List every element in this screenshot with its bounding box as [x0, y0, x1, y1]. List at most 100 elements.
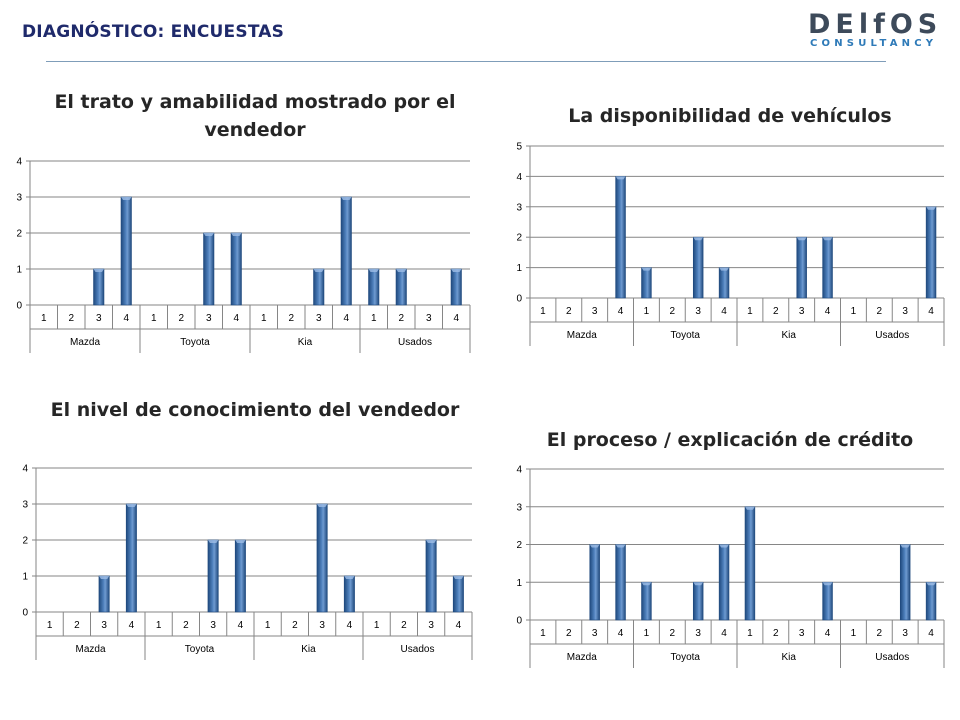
x-tick-label: 4 — [453, 313, 459, 324]
title-divider — [46, 61, 886, 62]
x-tick-label: 4 — [721, 628, 727, 639]
y-tick-label: 0 — [22, 608, 28, 619]
x-tick-label: 3 — [592, 306, 598, 317]
x-tick-label: 3 — [206, 313, 212, 324]
group-label: Toyota — [671, 652, 701, 663]
x-tick-label: 4 — [238, 620, 244, 631]
group-label: Toyota — [180, 337, 210, 348]
y-tick-label: 2 — [16, 229, 22, 240]
bar-highlight — [641, 582, 652, 586]
group-label: Usados — [875, 652, 909, 663]
bar-highlight — [693, 237, 704, 241]
y-tick-label: 2 — [516, 233, 522, 244]
bar-highlight — [719, 267, 729, 271]
x-tick-label: 2 — [74, 620, 80, 631]
x-tick-label: 4 — [343, 313, 349, 324]
bar-highlight — [900, 544, 911, 548]
bar-highlight — [231, 233, 242, 236]
logo-tagline: CONSULTANCY — [810, 38, 938, 49]
x-tick-label: 3 — [695, 306, 701, 317]
bar — [822, 581, 833, 621]
x-tick-label: 3 — [799, 306, 805, 317]
group-label: Mazda — [567, 652, 597, 663]
x-tick-label: 3 — [319, 620, 325, 631]
bar-highlight — [926, 582, 936, 586]
x-tick-label: 1 — [156, 620, 162, 631]
bar-highlight — [926, 206, 936, 210]
bar-highlight — [121, 197, 132, 200]
x-tick-label: 1 — [644, 306, 650, 317]
y-tick-label: 1 — [22, 572, 28, 583]
bar-highlight — [207, 540, 219, 543]
x-tick-label: 4 — [825, 306, 831, 317]
x-tick-label: 1 — [261, 313, 267, 324]
bar-highlight — [93, 269, 104, 272]
bar-highlight — [126, 504, 137, 507]
logo-wordmark: DElfOS — [808, 9, 943, 40]
x-tick-label: 4 — [618, 306, 624, 317]
x-tick-label: 1 — [747, 306, 753, 317]
x-tick-label: 1 — [371, 313, 377, 324]
x-tick-label: 3 — [902, 306, 908, 317]
x-tick-label: 3 — [316, 313, 322, 324]
x-tick-label: 2 — [68, 313, 74, 324]
y-tick-label: 2 — [22, 536, 28, 547]
bar — [718, 544, 730, 621]
bar-highlight — [235, 540, 246, 543]
x-tick-label: 2 — [566, 628, 572, 639]
x-tick-label: 2 — [398, 313, 404, 324]
bar-highlight — [822, 582, 833, 586]
y-tick-label: 3 — [516, 502, 522, 513]
bar-highlight — [313, 269, 324, 272]
bar — [925, 581, 937, 621]
x-tick-label: 1 — [41, 313, 47, 324]
x-tick-label: 2 — [401, 620, 407, 631]
group-label: Mazda — [75, 644, 105, 655]
group-label: Toyota — [671, 330, 701, 341]
y-tick-label: 0 — [16, 301, 22, 312]
group-label: Usados — [401, 644, 435, 655]
y-tick-label: 1 — [516, 578, 522, 589]
x-tick-label: 2 — [178, 313, 184, 324]
bar-highlight — [615, 176, 626, 180]
x-tick-label: 2 — [773, 628, 779, 639]
bar-highlight — [453, 576, 464, 579]
y-tick-label: 4 — [16, 157, 22, 168]
bar-highlight — [425, 540, 437, 543]
group-label: Toyota — [185, 644, 215, 655]
bar — [615, 544, 626, 621]
x-tick-label: 2 — [773, 306, 779, 317]
bar-highlight — [719, 544, 729, 548]
x-tick-label: 4 — [233, 313, 239, 324]
bar-highlight — [822, 237, 833, 241]
bar-highlight — [451, 269, 462, 272]
bar-highlight — [745, 506, 755, 510]
x-tick-label: 3 — [210, 620, 216, 631]
x-tick-label: 1 — [851, 628, 857, 639]
chart-title-trato: El trato y amabilidad mostrado por el ve… — [54, 91, 456, 141]
x-tick-label: 1 — [265, 620, 271, 631]
x-tick-label: 2 — [292, 620, 298, 631]
y-tick-label: 5 — [516, 142, 522, 153]
y-tick-label: 3 — [516, 202, 522, 213]
x-tick-label: 2 — [670, 306, 676, 317]
bar-highlight — [615, 544, 626, 548]
y-tick-label: 0 — [516, 616, 522, 627]
x-tick-label: 3 — [96, 313, 102, 324]
page-title: DIAGNÓSTICO: ENCUESTAS — [22, 22, 285, 42]
bar-highlight — [98, 576, 110, 579]
y-tick-label: 0 — [516, 294, 522, 305]
bar — [899, 544, 911, 621]
y-tick-label: 1 — [516, 263, 522, 274]
bar-highlight — [341, 197, 352, 200]
x-tick-label: 4 — [347, 620, 353, 631]
bar-highlight — [796, 237, 807, 241]
bar-highlight — [589, 544, 600, 548]
x-tick-label: 4 — [618, 628, 624, 639]
x-tick-label: 1 — [644, 628, 650, 639]
x-tick-label: 4 — [129, 620, 135, 631]
group-label: Kia — [298, 337, 313, 348]
